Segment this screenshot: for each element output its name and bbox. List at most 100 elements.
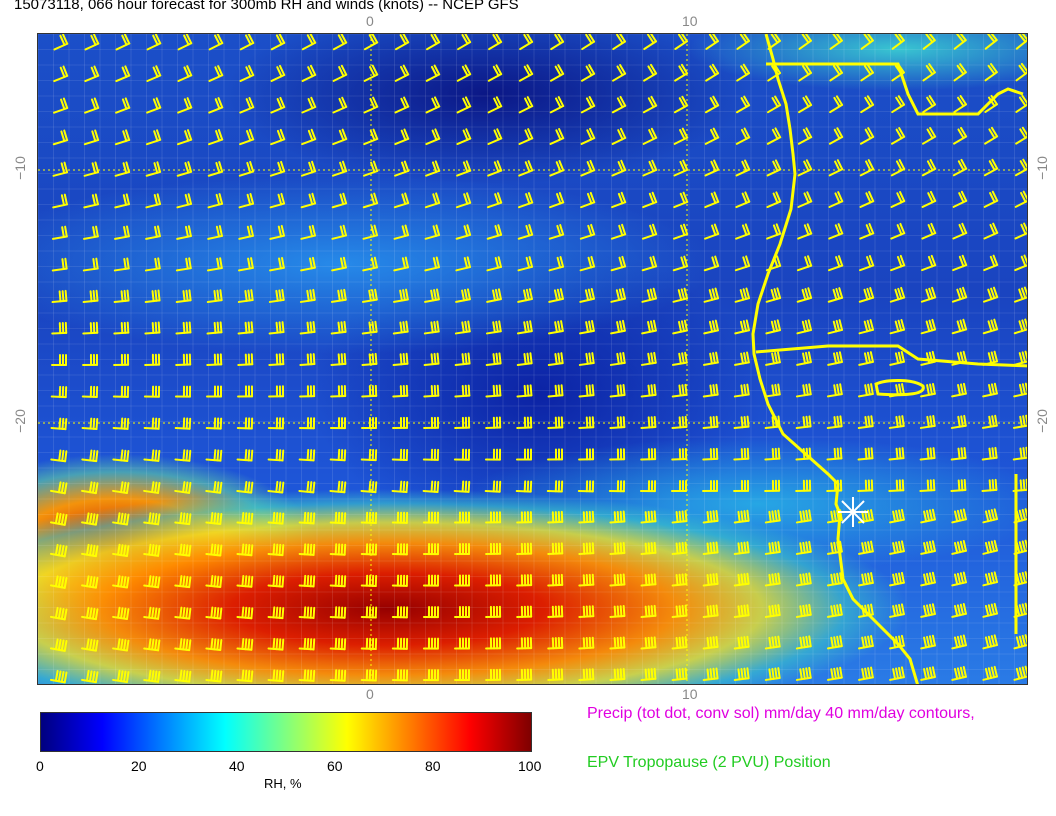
wind-barb — [174, 512, 192, 526]
wind-barb — [51, 321, 68, 335]
wind-barb — [1015, 94, 1027, 113]
wind-barb — [267, 480, 285, 494]
wind-barb — [298, 637, 316, 651]
wind-barb — [671, 510, 688, 524]
wind-barb — [360, 669, 378, 682]
wind-barb — [736, 63, 751, 82]
wind-barb — [702, 383, 719, 398]
wind-barb — [391, 511, 409, 524]
wind-barb — [702, 541, 719, 555]
wind-barb — [267, 449, 285, 462]
wind-barb — [177, 65, 193, 82]
wind-barb — [921, 254, 937, 272]
wind-barb — [609, 448, 626, 461]
wind-barbs — [49, 34, 1027, 684]
wind-barb — [578, 668, 595, 681]
wind-barb — [858, 572, 874, 587]
wind-barb — [329, 637, 347, 651]
wind-barb — [764, 667, 781, 681]
wind-barb — [83, 225, 99, 240]
wind-barb — [362, 256, 378, 272]
wind-barb — [50, 417, 68, 431]
wind-barb — [329, 543, 347, 556]
wind-barb — [857, 479, 874, 492]
wind-barb — [889, 286, 906, 303]
wind-barb — [454, 352, 471, 366]
wind-barb — [858, 666, 874, 681]
wind-barb — [609, 510, 626, 524]
wind-barb — [268, 289, 285, 303]
wind-barb — [671, 351, 688, 366]
wind-barb — [671, 447, 688, 461]
wind-barb — [922, 34, 936, 50]
wind-barb — [82, 257, 99, 272]
wind-barb — [455, 256, 472, 272]
wind-barb — [456, 64, 472, 82]
right-tick-minus20: −20 — [1033, 409, 1050, 433]
fine-grid — [38, 34, 1027, 684]
wind-barb — [84, 65, 100, 83]
wind-barb — [859, 191, 875, 208]
wind-barb — [859, 127, 875, 145]
wind-barb — [578, 573, 595, 587]
wind-barb — [796, 319, 813, 335]
wind-barb — [578, 510, 595, 524]
wind-barb — [612, 34, 627, 51]
wind-barb — [795, 479, 812, 492]
wind-barb — [49, 575, 68, 589]
wind-barb — [548, 288, 564, 303]
wind-barb — [859, 159, 875, 177]
wind-barb — [82, 353, 99, 366]
wind-barb — [859, 223, 875, 240]
wind-barb — [580, 159, 596, 177]
wind-barb — [114, 161, 131, 177]
wind-barb — [578, 416, 595, 429]
wind-barb — [921, 222, 937, 240]
wind-barb — [702, 509, 719, 524]
asterisk-icon — [838, 497, 868, 527]
right-tick-minus10: −10 — [1033, 156, 1050, 180]
wind-barb — [671, 541, 688, 555]
wind-barb — [422, 574, 440, 587]
wind-barb — [50, 385, 68, 399]
wind-barb — [394, 64, 410, 82]
wind-barb — [115, 65, 131, 83]
wind-barb — [920, 318, 937, 335]
wind-barb — [642, 191, 658, 209]
wind-barb — [609, 668, 626, 681]
wind-barb — [456, 160, 472, 177]
wind-barb — [454, 511, 471, 524]
wind-barb — [112, 385, 130, 398]
wind-barb — [827, 319, 844, 335]
wind-barb — [766, 159, 782, 177]
wind-barb — [735, 127, 751, 145]
wind-barb — [331, 224, 348, 240]
wind-barb — [733, 604, 750, 618]
wind-barb — [145, 193, 162, 209]
wind-barb — [733, 509, 750, 524]
wind-barb — [270, 64, 286, 82]
wind-barb — [361, 320, 378, 335]
wind-barb — [735, 95, 751, 114]
wind-barb — [143, 575, 161, 589]
wind-barb — [889, 351, 905, 366]
wind-barb — [175, 321, 192, 335]
wind-barb — [736, 34, 750, 50]
wind-barb — [580, 127, 596, 145]
wind-barb — [548, 256, 565, 272]
wind-barb — [236, 480, 254, 494]
wind-barb — [547, 384, 564, 398]
wind-barb — [236, 606, 254, 620]
wind-barb — [797, 223, 813, 240]
wind-barb — [81, 385, 99, 398]
wind-barb — [733, 635, 750, 650]
wind-barb — [112, 669, 130, 683]
wind-barb — [890, 127, 906, 145]
wind-barb — [329, 448, 347, 462]
wind-barb — [394, 160, 410, 177]
wind-barb — [609, 542, 626, 555]
wind-barb — [268, 321, 285, 335]
wind-barb — [82, 321, 99, 335]
wind-barb — [488, 34, 503, 51]
wind-barb — [858, 287, 875, 303]
